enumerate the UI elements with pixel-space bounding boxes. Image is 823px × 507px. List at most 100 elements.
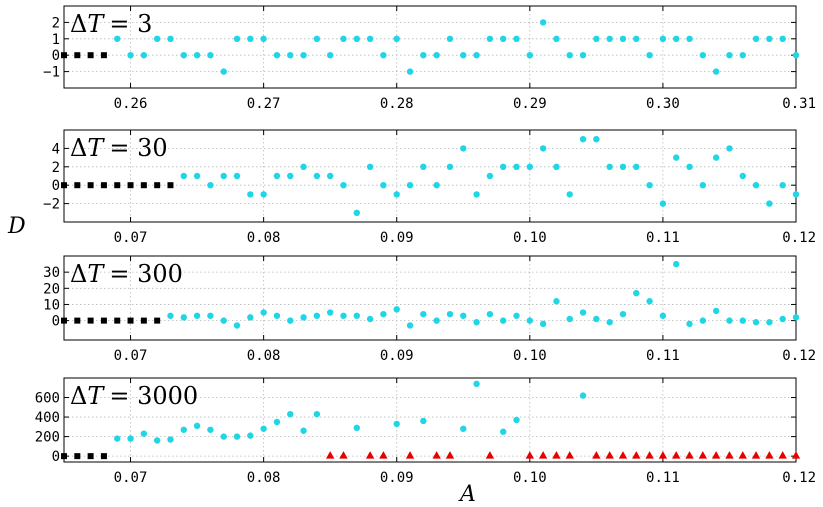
data-point xyxy=(513,416,520,424)
data-point xyxy=(539,145,547,152)
x-tick-label: 0.09 xyxy=(380,230,414,246)
data-point xyxy=(486,35,494,42)
data-point-square xyxy=(100,317,107,324)
x-tick-label: 0.11 xyxy=(646,470,680,486)
x-tick-label: 0.07 xyxy=(114,230,148,246)
data-point xyxy=(579,52,587,59)
data-point xyxy=(526,52,534,59)
data-point xyxy=(247,191,254,198)
data-point xyxy=(207,426,214,433)
data-point-triangle xyxy=(632,451,641,459)
data-point xyxy=(792,191,800,198)
data-point xyxy=(233,35,241,42)
data-point xyxy=(500,35,507,42)
data-point xyxy=(433,182,440,189)
data-point xyxy=(473,380,480,388)
data-point xyxy=(287,410,294,418)
y-tick-label: 200 xyxy=(35,430,60,446)
x-tick-label: 0.29 xyxy=(513,96,547,112)
x-tick-label: 0.28 xyxy=(380,96,414,112)
data-point xyxy=(420,163,427,170)
data-point xyxy=(500,163,507,170)
data-point xyxy=(114,35,121,42)
data-point xyxy=(393,306,400,313)
data-point xyxy=(207,182,214,189)
data-point-triangle xyxy=(685,451,694,459)
y-tick-label: 1 xyxy=(52,32,60,48)
data-point-square xyxy=(154,182,161,189)
data-point xyxy=(340,35,347,42)
panel-title: ΔT = 300 xyxy=(70,260,183,288)
data-point xyxy=(167,312,174,319)
data-point xyxy=(193,52,201,59)
data-point xyxy=(273,312,281,319)
plot-frame xyxy=(63,255,797,341)
data-point xyxy=(646,298,653,305)
data-point xyxy=(433,52,440,59)
data-point xyxy=(233,322,241,329)
data-point xyxy=(180,426,187,433)
data-point xyxy=(420,417,427,425)
data-point-triangle xyxy=(698,451,708,459)
data-point-square xyxy=(167,182,174,189)
data-point xyxy=(566,315,573,323)
data-point xyxy=(193,172,201,180)
data-point xyxy=(167,436,174,443)
data-point xyxy=(752,182,760,189)
data-point xyxy=(619,35,627,42)
panel-title: ΔT = 30 xyxy=(70,134,168,162)
y-tick-label: 30 xyxy=(43,265,60,281)
data-point xyxy=(406,68,414,75)
data-point-square xyxy=(100,52,107,59)
x-tick-label: 0.08 xyxy=(247,230,281,246)
plot-frame xyxy=(63,377,797,463)
data-point-square xyxy=(61,317,67,324)
data-point xyxy=(633,289,640,297)
data-point xyxy=(260,35,267,42)
data-point xyxy=(460,312,467,319)
data-point-triangle xyxy=(365,451,375,459)
data-point xyxy=(539,320,547,328)
data-point xyxy=(566,52,573,59)
data-point xyxy=(712,154,720,161)
data-point xyxy=(699,182,707,189)
data-point xyxy=(260,309,267,316)
data-point-triangle xyxy=(751,451,761,459)
data-point-triangle xyxy=(565,451,574,459)
data-point xyxy=(792,52,800,59)
data-point xyxy=(353,312,360,319)
data-point xyxy=(326,172,334,180)
data-point xyxy=(380,182,387,189)
data-point xyxy=(207,312,214,319)
data-point xyxy=(380,310,387,318)
data-point xyxy=(233,172,241,180)
plot-frame xyxy=(63,5,797,89)
data-point xyxy=(433,317,440,324)
data-point xyxy=(446,310,454,318)
data-point xyxy=(779,35,786,42)
data-point xyxy=(393,35,400,42)
data-point xyxy=(739,172,746,180)
data-point xyxy=(287,172,294,180)
data-point xyxy=(686,320,693,328)
data-point xyxy=(673,154,680,161)
x-tick-label: 0.10 xyxy=(513,230,547,246)
data-point xyxy=(699,52,707,59)
panel-4: 0.07 0.08 0.09 0.10 0.11 0.12 0 200 400 600 ΔT = 30… xyxy=(35,377,816,486)
data-point xyxy=(752,35,760,42)
x-tick-label: 0.12 xyxy=(782,230,816,246)
data-point xyxy=(566,191,573,198)
data-point xyxy=(420,52,427,59)
data-point xyxy=(353,424,360,432)
y-tick-label: −2 xyxy=(43,197,60,213)
data-point xyxy=(193,422,201,430)
data-point xyxy=(673,35,680,42)
data-point xyxy=(300,163,307,170)
data-point-triangle xyxy=(672,451,681,459)
data-point xyxy=(739,52,746,59)
data-point xyxy=(140,430,148,437)
data-point xyxy=(313,312,321,319)
data-point xyxy=(659,35,667,42)
data-point-square xyxy=(114,317,121,324)
